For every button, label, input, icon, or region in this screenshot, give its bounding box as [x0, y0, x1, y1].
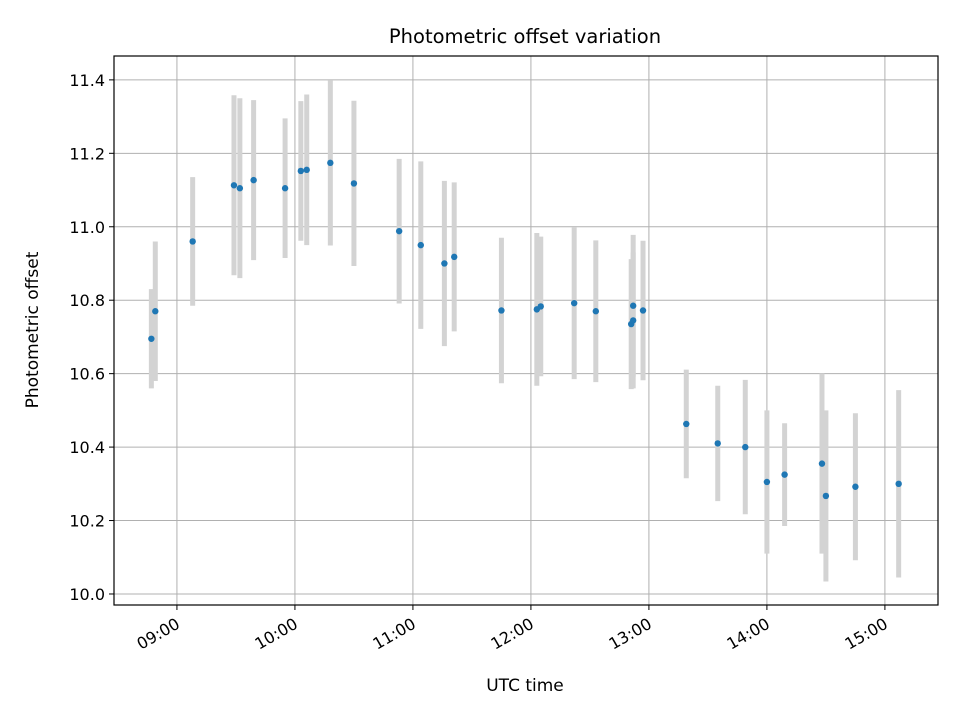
y-tick-label: 11.2 — [69, 144, 105, 163]
y-axis-ticks: 10.0 10.2 10.4 10.6 10.8 11.0 11.2 11.4 — [69, 71, 114, 604]
data-point — [303, 166, 310, 174]
data-point — [148, 335, 155, 342]
data-point — [152, 308, 159, 315]
chart-title: Photometric offset variation — [389, 25, 661, 48]
data-point — [714, 440, 721, 447]
data-point — [683, 420, 690, 428]
y-tick-label: 10.0 — [69, 585, 105, 604]
y-tick-label: 11.0 — [69, 218, 105, 237]
data-point — [822, 492, 830, 500]
data-point — [629, 302, 637, 309]
x-axis-title: UTC time — [486, 676, 564, 696]
data-point — [327, 159, 334, 167]
data-point — [781, 471, 788, 478]
data-point — [818, 460, 826, 467]
data-point — [350, 180, 358, 187]
data-points — [148, 159, 902, 500]
data-point — [236, 185, 244, 192]
grid-lines — [114, 56, 938, 605]
data-point — [852, 483, 859, 490]
y-tick-label: 10.8 — [69, 291, 105, 310]
data-point — [451, 253, 458, 261]
data-point — [250, 176, 257, 184]
data-point — [639, 307, 647, 314]
data-point — [763, 478, 771, 486]
data-point — [570, 299, 578, 307]
data-point — [592, 308, 600, 315]
data-point — [441, 260, 448, 267]
data-point — [395, 227, 403, 235]
data-point — [281, 185, 289, 192]
y-axis-title: Photometric offset — [23, 251, 43, 408]
data-point — [629, 317, 637, 324]
data-point — [189, 238, 196, 245]
data-point — [417, 241, 424, 249]
plot-area-frame — [113, 55, 939, 606]
data-point — [297, 167, 305, 175]
data-point — [498, 307, 505, 314]
data-point — [537, 303, 544, 310]
data-point — [230, 182, 238, 189]
y-tick-label: 10.2 — [69, 512, 105, 531]
data-point — [742, 443, 749, 451]
y-tick-label: 10.4 — [69, 438, 105, 457]
y-tick-label: 11.4 — [69, 71, 105, 90]
y-tick-label: 10.6 — [69, 365, 105, 384]
data-point — [895, 480, 902, 488]
